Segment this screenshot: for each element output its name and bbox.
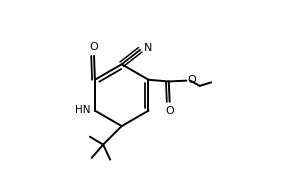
Text: N: N	[144, 43, 153, 53]
Text: O: O	[90, 42, 99, 52]
Text: O: O	[187, 75, 196, 85]
Text: HN: HN	[75, 105, 91, 115]
Text: O: O	[165, 106, 174, 116]
